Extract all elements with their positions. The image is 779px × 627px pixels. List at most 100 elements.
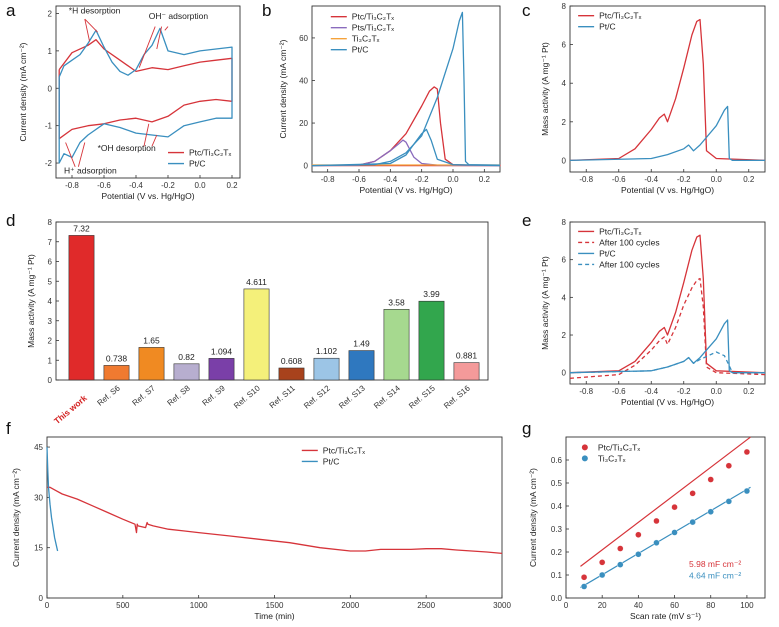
series-line-b-1 — [311, 139, 501, 167]
scatter-point-g-1 — [725, 498, 733, 505]
annotation-slope-ti3c2: 4.64 mF cm⁻² — [689, 570, 741, 580]
bar-10 — [418, 300, 445, 381]
panel-letter-b: b — [262, 1, 271, 20]
bar-value-label-1: 0.738 — [106, 353, 128, 363]
series-line-e-3 — [569, 351, 765, 374]
x-tick-label-g: 20 — [598, 601, 607, 610]
x-tick-label-a: 0.0 — [194, 181, 206, 190]
y-tick-label-b: 20 — [299, 119, 308, 128]
bar-category-label-11: Ref. S16 — [442, 383, 472, 410]
bar-value-label-9: 3.58 — [388, 297, 405, 307]
x-tick-label-c: -0.4 — [644, 175, 658, 184]
series-line-e-0 — [569, 234, 766, 374]
scatter-point-g-0 — [707, 476, 714, 483]
fit-line-g-1 — [580, 486, 751, 589]
series-line-e-2 — [569, 319, 765, 374]
x-tick-label-g: 40 — [634, 601, 643, 610]
x-tick-label-f: 1000 — [190, 601, 208, 610]
legend-label-e-0: Ptc/Ti₃C₂Tₓ — [599, 226, 641, 236]
scatter-point-g-0 — [725, 462, 733, 469]
y-tick-label-e: 4 — [562, 293, 567, 302]
bar-category-label-1: Ref. S6 — [96, 383, 123, 407]
x-tick-label-a: -0.4 — [129, 181, 143, 190]
y-tick-label-e: 0 — [562, 369, 567, 378]
series-line-a-1 — [58, 27, 233, 164]
annotation-h-desorption: *H desorption — [69, 5, 121, 15]
bar-8 — [348, 350, 375, 381]
y-tick-label-c: 0 — [562, 156, 567, 165]
plot-frame-e — [569, 221, 766, 385]
x-axis-label-a: Potential (V vs. Hg/HgO) — [101, 191, 194, 201]
y-axis-label-b: Current density (mA cm⁻²) — [278, 39, 288, 138]
legend-marker-g-0 — [581, 444, 588, 451]
scatter-point-g-1 — [653, 539, 660, 546]
series-line-c-0 — [569, 18, 766, 162]
bar-7 — [313, 357, 340, 381]
y-tick-label-a: 1 — [48, 47, 53, 56]
scatter-point-g-1 — [707, 508, 714, 515]
bar-value-label-10: 3.99 — [423, 289, 440, 299]
bar-category-label-2: Ref. S7 — [131, 383, 158, 407]
scatter-point-g-1 — [743, 487, 751, 495]
scatter-point-g-0 — [598, 559, 606, 566]
scatter-point-g-0 — [671, 503, 678, 511]
x-tick-label-b: -0.4 — [383, 175, 397, 184]
x-tick-label-a: -0.2 — [161, 181, 175, 190]
x-tick-label-c: 0.0 — [711, 175, 723, 184]
y-tick-label-d: 0 — [48, 376, 53, 385]
x-tick-label-c: -0.2 — [677, 175, 691, 184]
y-tick-label-c: 6 — [562, 41, 567, 50]
y-tick-label-d: 6 — [48, 258, 53, 267]
legend-label-c-1: Pt/C — [599, 22, 616, 32]
bar-category-label-6: Ref. S11 — [268, 383, 298, 410]
bar-2 — [138, 347, 165, 381]
bar-3 — [173, 363, 200, 381]
y-axis-label-d: Mass activity (A mg⁻¹ Pt) — [26, 254, 36, 348]
y-tick-label-d: 7 — [48, 238, 53, 247]
x-tick-label-g: 100 — [740, 601, 754, 610]
x-tick-label-a: -0.6 — [97, 181, 111, 190]
y-tick-label-e: 8 — [562, 218, 567, 227]
bar-category-label-0: This work — [52, 393, 89, 426]
x-axis-label-c: Potential (V vs. Hg/HgO) — [621, 185, 714, 195]
annotation-h-adsorption: H⁺ adsorption — [64, 166, 117, 176]
y-tick-label-f: 45 — [34, 443, 43, 452]
panel-letter-g: g — [522, 419, 531, 438]
y-tick-label-a: -1 — [45, 122, 53, 131]
y-tick-label-a: 2 — [48, 9, 53, 18]
legend-label-g-1: Ti₃C₂Tₓ — [598, 453, 626, 463]
y-tick-label-a: -2 — [45, 159, 53, 168]
legend-label-a-1: Pt/C — [189, 159, 206, 169]
annotation-arrow-a-4 — [164, 26, 169, 31]
y-tick-label-b: 0 — [304, 162, 309, 171]
annotation-arrow-a-2 — [138, 26, 156, 68]
x-tick-label-f: 2000 — [341, 601, 359, 610]
panel-letter-c: c — [522, 1, 531, 20]
legend-label-a-0: Ptc/Ti₃C₂Tₓ — [189, 148, 231, 158]
bar-5 — [243, 288, 270, 381]
x-axis-label-b: Potential (V vs. Hg/HgO) — [359, 185, 452, 195]
x-tick-label-c: -0.8 — [579, 175, 593, 184]
y-tick-label-b: 40 — [299, 76, 308, 85]
panel-letter-a: a — [6, 1, 16, 20]
y-tick-label-d: 8 — [48, 218, 53, 227]
bar-0 — [68, 235, 95, 381]
y-tick-label-g: 0.4 — [551, 502, 563, 511]
bar-6 — [278, 367, 305, 381]
y-tick-label-g: 0.1 — [551, 571, 563, 580]
y-tick-label-f: 15 — [34, 544, 43, 553]
bar-value-label-3: 0.82 — [178, 352, 195, 362]
bar-value-label-6: 0.608 — [281, 356, 303, 366]
series-line-a-0 — [58, 39, 233, 140]
x-tick-label-c: -0.6 — [612, 175, 626, 184]
bar-value-label-7: 1.102 — [316, 346, 338, 356]
bar-value-label-0: 7.32 — [73, 223, 90, 233]
x-tick-label-a: 0.2 — [226, 181, 238, 190]
scatter-point-g-0 — [580, 574, 588, 581]
y-tick-label-d: 4 — [48, 297, 53, 306]
scatter-point-g-1 — [580, 583, 588, 590]
y-tick-label-e: 6 — [562, 256, 567, 265]
y-tick-label-b: 60 — [299, 34, 308, 43]
panel-letter-d: d — [6, 211, 15, 230]
